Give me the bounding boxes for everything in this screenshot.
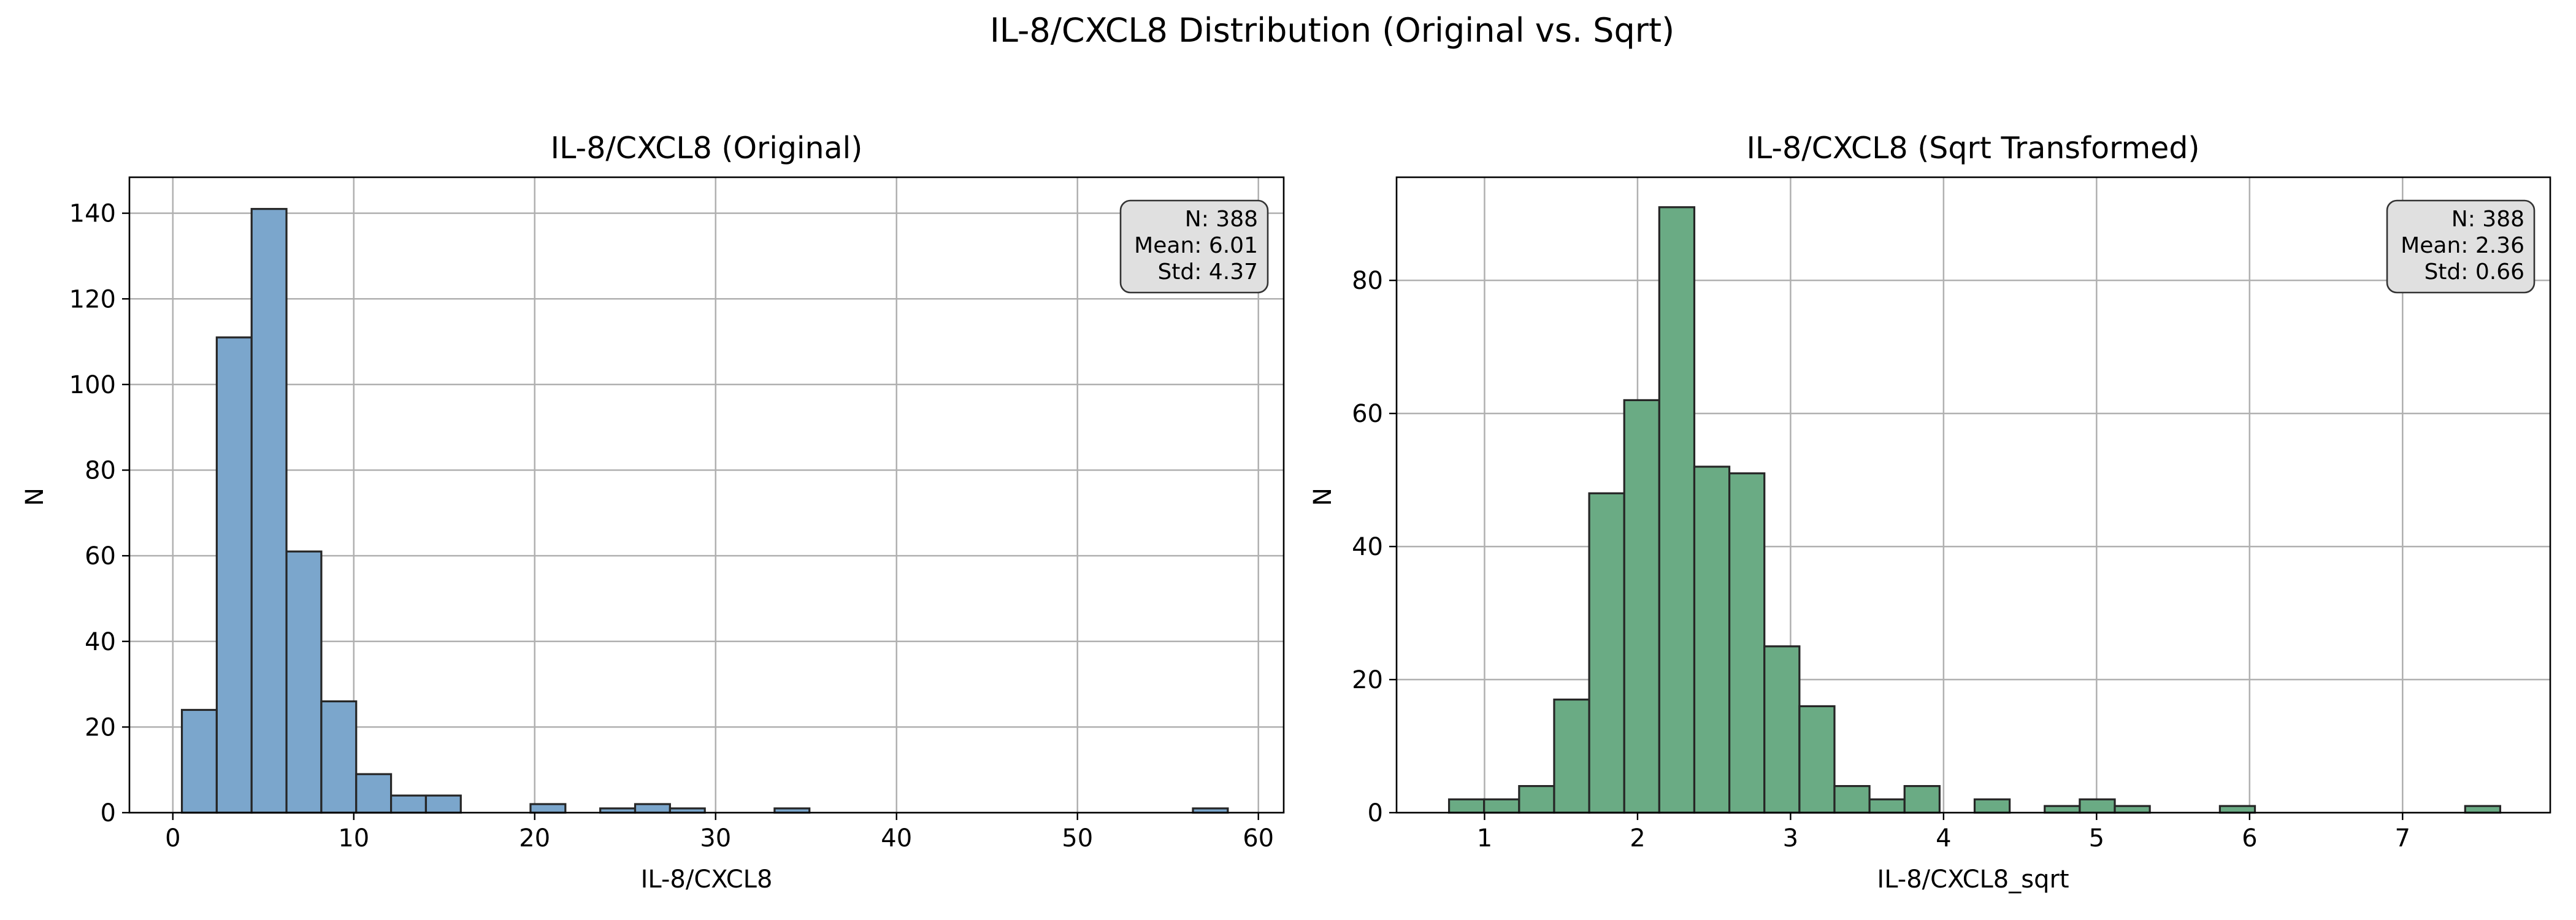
histogram-bar (1728, 472, 1766, 814)
stats-box (1119, 199, 1269, 294)
histogram-bar (2044, 805, 2081, 814)
x-tick-label: 7 (2395, 824, 2410, 853)
histogram-bar (1447, 798, 1485, 814)
histogram-bar (1553, 698, 1590, 814)
histogram-bar (1483, 798, 1520, 814)
histogram-bar (529, 803, 567, 814)
histogram-bar (2114, 805, 2151, 814)
histogram-bar (634, 803, 671, 814)
histogram-bar (180, 708, 218, 814)
stats-text: N: 388 (2451, 207, 2524, 232)
axes-frame (128, 176, 1285, 814)
histogram-bar (1588, 492, 1625, 814)
y-tick-label: 0 (101, 799, 116, 827)
histogram-bar (1868, 798, 1906, 814)
y-tick-label: 40 (1352, 533, 1383, 561)
chart-title: IL-8/CXCL8 (Sqrt Transformed) (1746, 131, 2199, 166)
x-tick-label: 20 (519, 824, 550, 853)
histogram-bar (424, 794, 462, 814)
x-axis-label: IL-8/CXCL8_sqrt (1877, 865, 2069, 894)
y-tick-label: 60 (1352, 400, 1383, 428)
histogram-bar (1518, 785, 1555, 814)
y-tick-label: 20 (1352, 666, 1383, 694)
x-axis-label: IL-8/CXCL8 (641, 865, 773, 894)
x-tick-label: 3 (1783, 824, 1798, 853)
stats-text: N: 388 (1185, 207, 1258, 232)
x-tick-label: 30 (700, 824, 731, 853)
stats-text: Mean: 2.36 (2401, 233, 2524, 258)
histogram-bar (390, 794, 427, 814)
histogram-bar (285, 550, 323, 814)
x-tick-label: 40 (881, 824, 912, 853)
histogram-bar (1693, 466, 1731, 814)
x-tick-label: 6 (2242, 824, 2257, 853)
y-tick-label: 80 (1352, 267, 1383, 295)
y-tick-label: 120 (69, 285, 116, 313)
x-tick-label: 0 (165, 824, 180, 853)
y-axis-label: N (1309, 488, 1337, 506)
histogram-bar (1973, 798, 2011, 814)
y-tick-label: 40 (85, 628, 116, 656)
histogram-bar (215, 336, 253, 814)
y-tick-label: 20 (85, 713, 116, 742)
x-tick-label: 60 (1243, 824, 1274, 853)
stats-text: Mean: 6.01 (1134, 233, 1258, 258)
chart-panel-sqrt: IL-8/CXCL8 (Sqrt Transformed) IL-8/CXCL8… (1309, 131, 2551, 894)
x-tick-label: 5 (2089, 824, 2104, 853)
y-tick-label: 0 (1368, 799, 1383, 827)
histogram-bar (1763, 645, 1801, 814)
chart-panel-original: IL-8/CXCL8 (Original) IL-8/CXCL8 N 0 10 20… (21, 131, 1285, 894)
y-tick-label: 100 (69, 371, 116, 399)
x-tick-label: 2 (1630, 824, 1645, 853)
x-tick-label: 50 (1062, 824, 1093, 853)
histogram-bar (250, 208, 288, 814)
y-tick-label: 80 (85, 457, 116, 485)
x-tick-label: 10 (338, 824, 369, 853)
x-tick-label: 4 (1936, 824, 1951, 853)
figure-title: IL-8/CXCL8 Distribution (Original vs. Sq… (990, 11, 1674, 50)
y-tick-label: 140 (69, 200, 116, 228)
histogram-bar (1833, 785, 1871, 814)
histogram-bar (2464, 805, 2502, 814)
histogram-bar (1658, 206, 1696, 814)
histogram-bar (2079, 798, 2116, 814)
axes-frame (1395, 176, 2551, 814)
y-tick-label: 60 (85, 542, 116, 570)
stats-text: Std: 4.37 (1157, 259, 1258, 285)
stats-text: Std: 0.66 (2424, 259, 2524, 285)
histogram-bar (355, 773, 393, 814)
histogram-bar (1798, 705, 1836, 814)
histogram-bar (1903, 785, 1941, 814)
y-axis-label: N (21, 488, 49, 506)
x-tick-label: 1 (1477, 824, 1492, 853)
chart-title: IL-8/CXCL8 (Original) (551, 131, 863, 166)
histogram-bar (2218, 805, 2256, 814)
stats-box (2386, 199, 2536, 294)
histogram-bar (320, 700, 358, 814)
histogram-bar (1623, 399, 1660, 814)
